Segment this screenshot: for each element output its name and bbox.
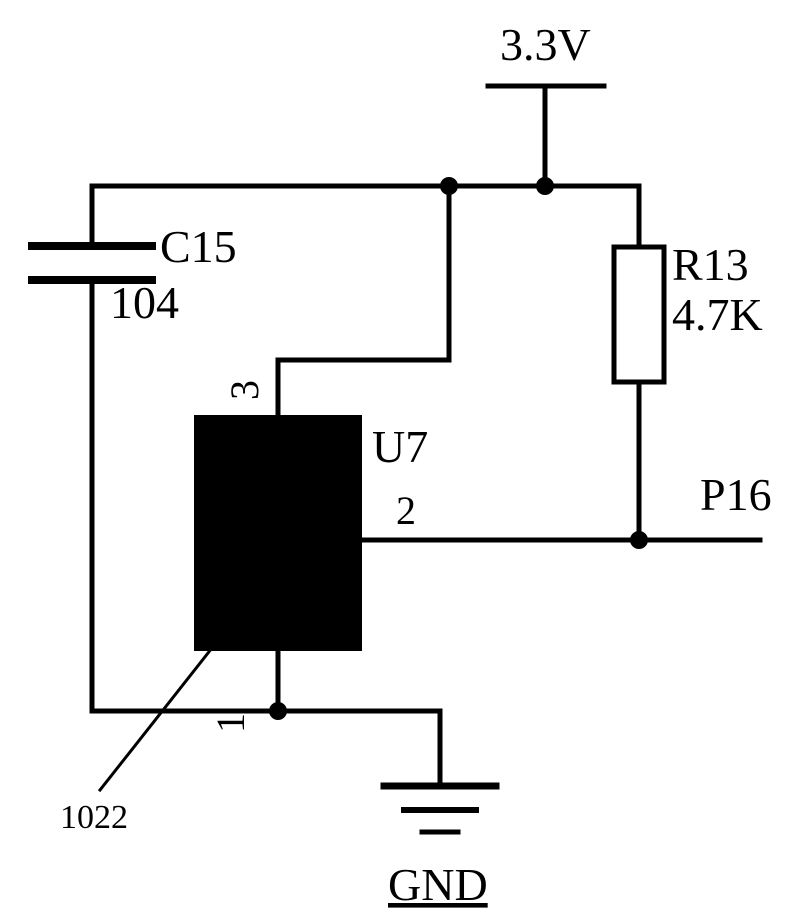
node-top-2 xyxy=(536,177,554,195)
u7-footnote: 1022 xyxy=(60,799,128,836)
u7-body xyxy=(194,415,362,651)
c15-value: 104 xyxy=(110,277,179,328)
node-gnd xyxy=(269,702,287,720)
r13-value: 4.7K xyxy=(672,289,763,340)
r13-body xyxy=(614,247,664,382)
c15-ref: C15 xyxy=(160,221,237,272)
u7-pin2-num: 2 xyxy=(396,488,416,533)
p16-label: P16 xyxy=(700,469,772,520)
r13-ref: R13 xyxy=(672,239,749,290)
u7-pin3-num: 3 xyxy=(222,380,267,400)
gnd-label: GND xyxy=(388,859,488,910)
u7-ref: U7 xyxy=(372,421,428,472)
u7-pin1-num: 1 xyxy=(208,713,253,733)
power-label: 3.3V xyxy=(500,19,591,70)
node-p16 xyxy=(630,531,648,549)
u7-leader xyxy=(100,648,212,790)
